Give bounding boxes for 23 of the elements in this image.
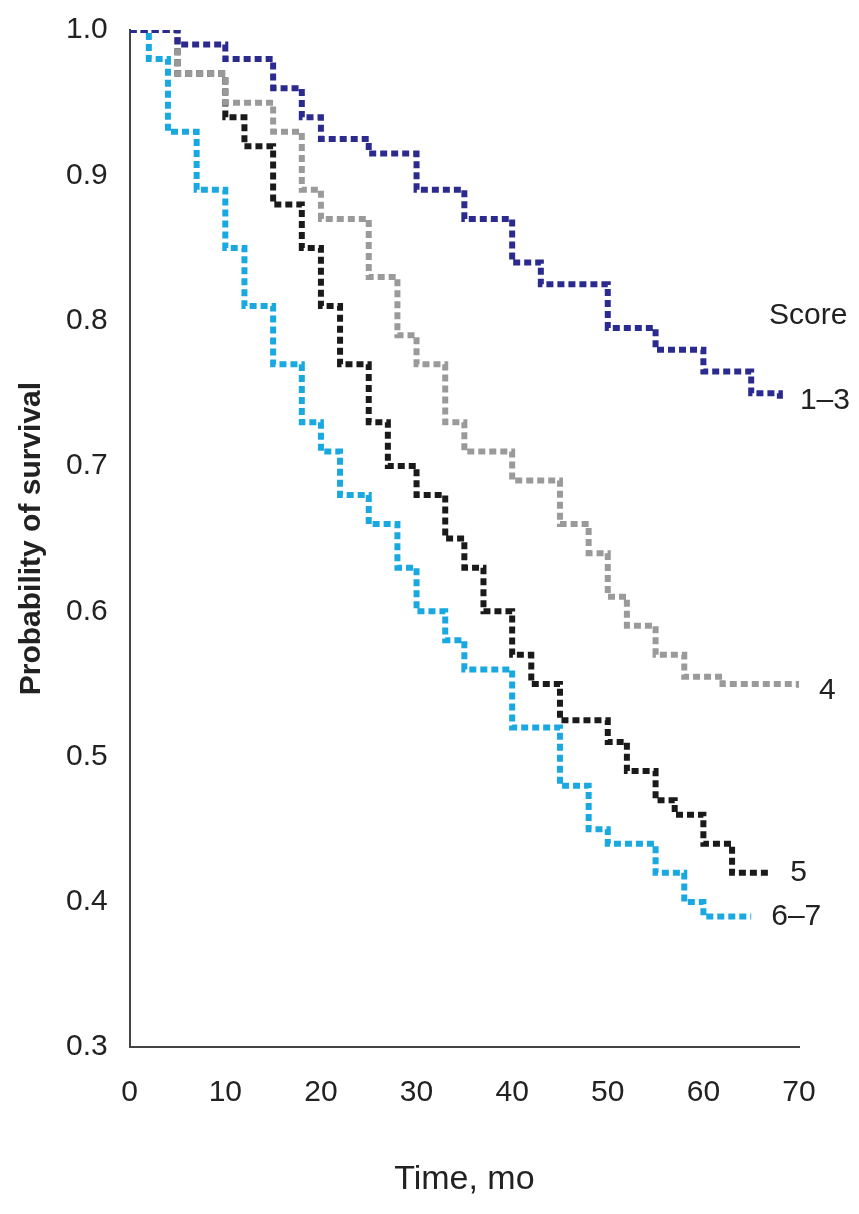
y-tick-label: 0.6: [65, 592, 108, 626]
x-tick-label: 20: [304, 1074, 338, 1108]
x-axis-title: Time, mo: [394, 1157, 535, 1196]
x-tick-label: 60: [686, 1074, 721, 1108]
series-label: 6–7: [771, 897, 822, 931]
x-tick-label: 30: [399, 1074, 434, 1108]
y-tick-label: 0.9: [65, 156, 108, 190]
legend-title: Score: [769, 296, 848, 330]
series-label: 1–3: [799, 381, 850, 415]
y-tick-label: 0.4: [65, 883, 108, 917]
y-tick-label: 0.8: [65, 301, 108, 335]
x-tick-label: 10: [208, 1074, 243, 1108]
y-tick-label: 1.0: [65, 11, 108, 45]
series-label: 5: [790, 854, 807, 888]
x-tick-label: 70: [782, 1074, 816, 1108]
y-axis-title: Probability of survival: [13, 381, 47, 696]
y-tick-label: 0.7: [65, 447, 108, 481]
x-tick-label: 0: [121, 1074, 139, 1108]
series-label: 4: [819, 672, 836, 706]
x-tick-label: 50: [591, 1074, 625, 1108]
x-tick-label: 40: [495, 1074, 529, 1108]
y-tick-label: 0.3: [65, 1028, 108, 1062]
y-tick-label: 0.5: [65, 737, 108, 771]
